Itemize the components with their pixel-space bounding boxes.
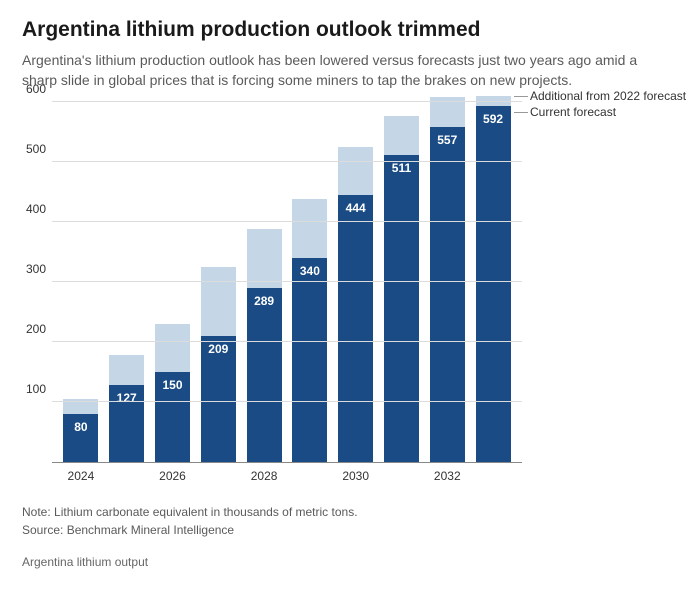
bar: 209 bbox=[201, 267, 236, 461]
annotation-current: Current forecast bbox=[530, 105, 616, 119]
y-tick-label: 300 bbox=[26, 262, 46, 276]
bar: 340 bbox=[292, 199, 327, 462]
x-tick-label: 2028 bbox=[241, 469, 287, 485]
grid-line bbox=[52, 401, 522, 402]
x-tick-label bbox=[104, 469, 150, 485]
bar-slot: 150 bbox=[150, 324, 196, 462]
bar-segment-additional bbox=[247, 229, 282, 288]
bar-segment-current: 150 bbox=[155, 372, 190, 462]
x-tick-label: 2030 bbox=[333, 469, 379, 485]
plot-area: 80 127 150 209 289 340 444 511 557 592 bbox=[52, 103, 522, 463]
bar-segment-additional bbox=[109, 355, 144, 385]
y-axis: 100200300400500600 bbox=[22, 103, 52, 463]
bar: 557 bbox=[430, 97, 465, 461]
bar-segment-additional bbox=[201, 267, 236, 336]
bar-segment-additional bbox=[292, 199, 327, 258]
bar-value-label: 209 bbox=[208, 342, 228, 356]
bar-segment-current: 340 bbox=[292, 258, 327, 462]
bar-value-label: 80 bbox=[74, 420, 87, 434]
bars-group: 80 127 150 209 289 340 444 511 557 592 bbox=[52, 103, 522, 462]
footnote: Note: Lithium carbonate equivalent in th… bbox=[22, 503, 667, 521]
x-axis: 2024 2026 2028 2030 2032 bbox=[52, 463, 522, 485]
caption: Argentina lithium output bbox=[22, 553, 667, 571]
bar: 150 bbox=[155, 324, 190, 462]
chart-title: Argentina lithium production outlook tri… bbox=[22, 18, 667, 42]
bar-segment-current: 80 bbox=[63, 414, 98, 462]
source-line: Source: Benchmark Mineral Intelligence bbox=[22, 521, 667, 539]
grid-line bbox=[52, 281, 522, 282]
bar-segment-additional bbox=[155, 324, 190, 372]
annotation-leader-current bbox=[514, 112, 528, 113]
chart-subtitle: Argentina's lithium production outlook h… bbox=[22, 50, 642, 91]
x-tick-label: 2024 bbox=[58, 469, 104, 485]
y-tick-label: 100 bbox=[26, 382, 46, 396]
x-tick-label bbox=[379, 469, 425, 485]
chart-container: Argentina lithium production outlook tri… bbox=[0, 0, 689, 585]
bar-segment-additional bbox=[384, 116, 419, 155]
y-tick-label: 200 bbox=[26, 322, 46, 336]
bar-value-label: 127 bbox=[117, 391, 137, 405]
grid-line bbox=[52, 101, 522, 102]
annotation-additional: Additional from 2022 forecast bbox=[530, 89, 686, 103]
bar-segment-current: 557 bbox=[430, 127, 465, 461]
bar-segment-current: 511 bbox=[384, 155, 419, 462]
bar-slot: 127 bbox=[104, 355, 150, 461]
bar-slot: 444 bbox=[333, 147, 379, 461]
bar-slot: 557 bbox=[424, 97, 470, 461]
bar-segment-current: 127 bbox=[109, 385, 144, 461]
annotations: Additional from 2022 forecast Current fo… bbox=[522, 103, 667, 463]
y-tick-label: 500 bbox=[26, 142, 46, 156]
x-tick-label bbox=[287, 469, 333, 485]
chart-area: 100200300400500600 801271502092893404445… bbox=[22, 103, 667, 463]
grid-line bbox=[52, 161, 522, 162]
x-tick-label bbox=[470, 469, 516, 485]
bar-slot: 289 bbox=[241, 229, 287, 461]
bar-segment-current: 289 bbox=[247, 288, 282, 461]
bar: 289 bbox=[247, 229, 282, 461]
bar-slot: 80 bbox=[58, 399, 104, 462]
bar-segment-current: 209 bbox=[201, 336, 236, 461]
bar-slot: 340 bbox=[287, 199, 333, 462]
bar: 80 bbox=[63, 399, 98, 462]
bar-value-label: 557 bbox=[437, 133, 457, 147]
x-tick-label bbox=[195, 469, 241, 485]
bar-value-label: 340 bbox=[300, 264, 320, 278]
grid-line bbox=[52, 221, 522, 222]
bar-segment-current: 444 bbox=[338, 195, 373, 461]
x-tick-label: 2026 bbox=[150, 469, 196, 485]
y-tick-label: 400 bbox=[26, 202, 46, 216]
bar-slot: 592 bbox=[470, 96, 516, 462]
bar: 127 bbox=[109, 355, 144, 461]
bar-slot: 209 bbox=[195, 267, 241, 461]
annotation-leader-additional bbox=[514, 96, 528, 97]
grid-line bbox=[52, 341, 522, 342]
y-tick-label: 600 bbox=[26, 82, 46, 96]
chart-footer: Note: Lithium carbonate equivalent in th… bbox=[22, 503, 667, 571]
bar: 511 bbox=[384, 116, 419, 462]
bar-value-label: 289 bbox=[254, 294, 274, 308]
bar: 444 bbox=[338, 147, 373, 461]
bar-value-label: 592 bbox=[483, 112, 503, 126]
bar-segment-additional bbox=[430, 97, 465, 127]
x-tick-label: 2032 bbox=[424, 469, 470, 485]
bar-segment-additional bbox=[338, 147, 373, 195]
bar-value-label: 150 bbox=[162, 378, 182, 392]
bar-slot: 511 bbox=[379, 116, 425, 462]
bar-value-label: 444 bbox=[346, 201, 366, 215]
bar: 592 bbox=[476, 96, 511, 462]
bar-value-label: 511 bbox=[392, 161, 411, 175]
